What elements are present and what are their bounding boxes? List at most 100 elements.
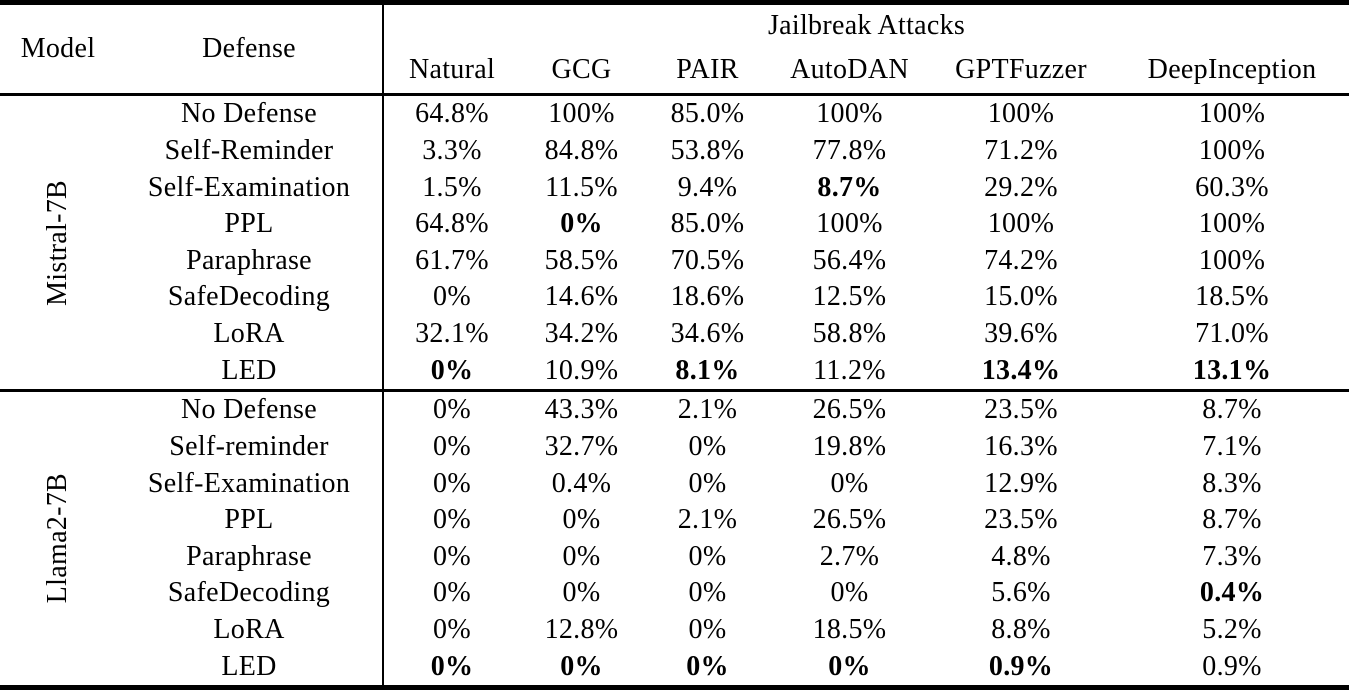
asr-value: 1.5%: [382, 169, 520, 206]
asr-value: 18.5%: [812, 613, 887, 645]
asr-value: 0.9%: [988, 650, 1054, 682]
column-header-gptfuzzer: GPTFuzzer: [955, 54, 1087, 85]
header-attack-row: Natural GCG PAIR AutoDAN GPTFuzzer DeepI…: [0, 47, 1349, 95]
section-mistral-7b: Mistral-7B No Defense 64.8% 100% 85.0% 100% 10…: [0, 94, 1349, 391]
asr-value: 5.2%: [1202, 613, 1262, 645]
table-row: Mistral-7B No Defense 64.8% 100% 85.0% 100% 10…: [0, 94, 1349, 305]
defense-label: PPL: [224, 504, 274, 536]
asr-value: 64.8%: [382, 94, 520, 133]
asr-value: 0%: [688, 540, 727, 572]
defense-label: Paraphrase: [186, 540, 312, 572]
asr-value: 0%: [560, 650, 603, 682]
asr-value: 23.5%: [984, 504, 1058, 536]
asr-value: 39.6%: [984, 317, 1058, 349]
asr-value: 61.7%: [382, 242, 520, 280]
asr-value: 0%: [686, 650, 729, 682]
table-row: Self-Reminder 3.3% 84.8% 53.8% 77.8% 71.2% 100…: [0, 132, 1349, 170]
asr-value: 8.7%: [1202, 504, 1262, 536]
asr-value: 7.1%: [1202, 430, 1262, 462]
asr-value: 0.4%: [551, 467, 612, 499]
defense-label: LoRA: [213, 613, 285, 645]
asr-value: 100%: [1198, 208, 1266, 240]
asr-value: 15.0%: [984, 281, 1058, 313]
asr-value: 56.4%: [812, 244, 887, 276]
asr-value: 100%: [1198, 134, 1266, 166]
table-row: Self-reminder 0% 32.7% 0% 19.8% 16.3% 7.1%: [0, 428, 1349, 466]
asr-value: 100%: [987, 208, 1055, 240]
asr-value: 26.5%: [812, 504, 887, 536]
column-header-autodan: AutoDAN: [790, 54, 909, 85]
asr-value: 0%: [382, 501, 520, 539]
asr-value: 0%: [830, 467, 869, 499]
asr-value: 0%: [562, 504, 601, 536]
defense-label: No Defense: [181, 98, 317, 130]
asr-value: 71.0%: [1195, 317, 1269, 349]
section-llama2-7b: Llama2-7B No Defense 0% 43.3% 2.1% 26.5% 23.5%…: [0, 390, 1349, 688]
header-group-row: Model Defense Jailbreak Attacks: [0, 2, 1349, 64]
defense-label: PPL: [224, 208, 274, 240]
asr-value: 0%: [382, 611, 520, 649]
asr-value: 0%: [830, 577, 869, 609]
asr-value: 85.0%: [670, 98, 745, 130]
asr-value: 5.6%: [991, 577, 1051, 609]
asr-value: 34.6%: [670, 317, 745, 349]
asr-value: 12.5%: [812, 281, 887, 313]
column-header-natural: Natural: [382, 47, 520, 95]
asr-value: 7.3%: [1202, 540, 1262, 572]
asr-value: 64.8%: [382, 205, 520, 243]
asr-value: 14.6%: [544, 281, 619, 313]
defense-label: LED: [221, 650, 277, 682]
asr-value: 100%: [548, 98, 615, 130]
asr-value: 0%: [688, 430, 727, 462]
table-row: LoRA 32.1% 34.2% 34.6% 58.8% 39.6% 71.0%: [0, 315, 1349, 353]
table-row: LoRA 0% 12.8% 0% 18.5% 8.8% 5.2%: [0, 611, 1349, 649]
asr-value: 11.5%: [545, 171, 618, 203]
table-row: Paraphrase 0% 0% 0% 2.7% 4.8% 7.3%: [0, 538, 1349, 576]
defense-label: Self-Examination: [147, 467, 351, 499]
column-header-deepinception: DeepInception: [1147, 54, 1317, 85]
asr-value: 34.2%: [544, 317, 619, 349]
table-row: LED 0% 0% 0% 0% 0.9% 0.9%: [0, 648, 1349, 688]
asr-value: 71.2%: [984, 134, 1058, 166]
defense-label: Self-Reminder: [164, 134, 334, 166]
table-row: Paraphrase 61.7% 58.5% 70.5% 56.4% 74.2% 100%: [0, 242, 1349, 280]
table-row: SafeDecoding 0% 14.6% 18.6% 12.5% 15.0% 18.5%: [0, 279, 1349, 316]
asr-value: 2.1%: [677, 504, 738, 536]
asr-value: 0%: [828, 650, 871, 682]
column-header-model: Model: [20, 33, 96, 64]
asr-value: 2.7%: [819, 540, 880, 572]
asr-value: 8.1%: [675, 354, 740, 386]
asr-value: 0%: [382, 352, 520, 391]
table-header: Model Defense Jailbreak Attacks Natural …: [0, 2, 1349, 95]
column-group-jailbreak-attacks: Jailbreak Attacks: [381, 2, 1349, 47]
asr-value: 100%: [1198, 244, 1266, 276]
asr-value: 0%: [688, 577, 727, 609]
asr-value: 3.3%: [382, 132, 520, 170]
asr-value: 100%: [816, 98, 883, 130]
asr-value: 100%: [1198, 98, 1266, 130]
asr-value: 4.8%: [991, 540, 1051, 572]
asr-value: 8.7%: [817, 171, 882, 203]
defense-label: Self-Examination: [147, 171, 351, 203]
asr-value: 13.1%: [1192, 354, 1272, 386]
asr-value: 74.2%: [984, 244, 1058, 276]
asr-value: 60.3%: [1195, 171, 1269, 203]
table-row: Self-Examination 1.5% 11.5% 9.4% 8.7% 29.2% 60…: [0, 169, 1349, 206]
table-row: PPL 0% 0% 2.1% 26.5% 23.5% 8.7%: [0, 501, 1349, 539]
asr-value: 77.8%: [812, 134, 887, 166]
asr-value: 0%: [382, 390, 520, 429]
table-row: SafeDecoding 0% 0% 0% 0% 5.6% 0.4%: [0, 575, 1349, 612]
column-header-defense: Defense: [202, 33, 296, 64]
asr-value: 0%: [688, 613, 727, 645]
defense-label: Paraphrase: [186, 244, 312, 276]
asr-value: 32.1%: [382, 315, 520, 353]
asr-value: 18.6%: [670, 281, 745, 313]
asr-value: 13.4%: [981, 354, 1061, 386]
asr-value: 8.8%: [991, 613, 1051, 645]
asr-value: 0%: [562, 577, 601, 609]
asr-value: 0.9%: [1202, 650, 1262, 682]
defense-label: LED: [221, 354, 277, 386]
asr-value: 0%: [382, 279, 520, 316]
asr-value: 12.8%: [544, 613, 619, 645]
asr-value: 0%: [382, 538, 520, 576]
